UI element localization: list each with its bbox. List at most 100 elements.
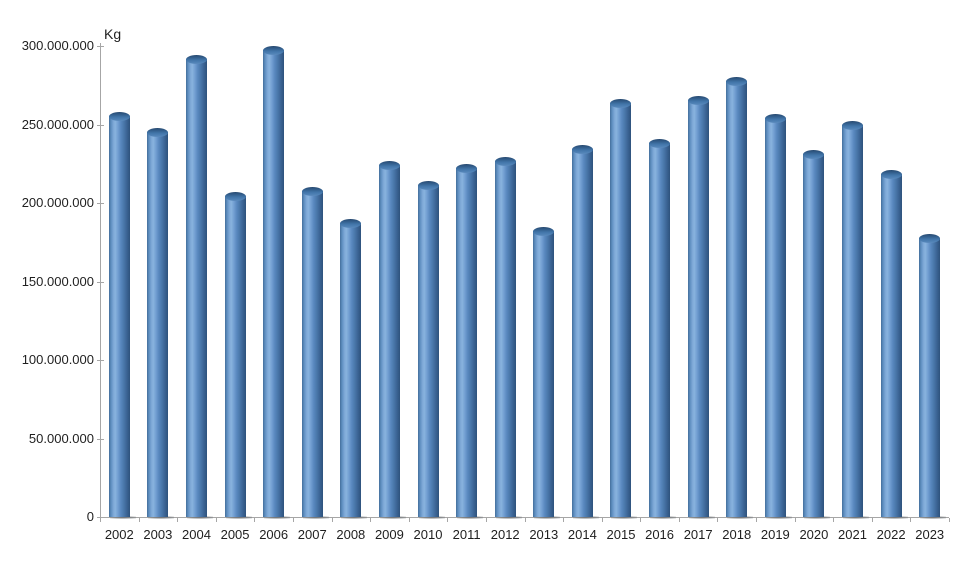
bar-2015 — [610, 99, 638, 519]
x-tick-label-2021: 2021 — [838, 527, 867, 542]
bar-top-cap — [108, 112, 130, 121]
bar-base-shadow — [650, 516, 677, 519]
bar-2021 — [842, 121, 870, 519]
bar-2006 — [263, 46, 291, 519]
bar-top-cap — [842, 121, 864, 130]
bar-body — [533, 231, 555, 517]
bar-base-shadow — [379, 516, 406, 519]
y-tick-label: 200.000.000 — [21, 195, 94, 210]
bar-base-shadow — [804, 516, 831, 519]
bar-base-shadow — [881, 516, 908, 519]
bar-body — [224, 196, 246, 517]
bar-body — [726, 81, 748, 517]
y-tick-label: 100.000.000 — [21, 352, 94, 367]
bar-2010 — [417, 181, 445, 519]
bar-base-shadow — [418, 516, 445, 519]
y-tick — [97, 203, 104, 204]
bar-2013 — [533, 227, 561, 519]
bar-body — [263, 50, 285, 517]
x-tick-label-2006: 2006 — [259, 527, 289, 542]
bar-top-cap — [726, 77, 748, 86]
y-tick-label: 150.000.000 — [21, 273, 94, 289]
bar-2004 — [185, 55, 213, 519]
bar-2012 — [494, 157, 522, 519]
x-tick-label-2003: 2003 — [143, 527, 173, 542]
bar-top-cap — [456, 164, 478, 173]
bar-top-cap — [533, 227, 555, 236]
bar-top-cap — [649, 139, 671, 148]
x-tick-label-2015: 2015 — [606, 527, 636, 542]
bar-base-shadow — [572, 516, 599, 519]
x-tick-label-2020: 2020 — [799, 527, 829, 542]
bar-2017 — [687, 96, 715, 519]
x-tick-label-2018: 2018 — [722, 527, 752, 542]
bar-base-shadow — [457, 516, 484, 519]
x-tick-label-2014: 2014 — [567, 527, 597, 542]
x-tick — [833, 518, 835, 522]
bar-2019 — [764, 114, 792, 519]
x-tick-label-2013: 2013 — [529, 527, 559, 542]
x-tick-label-2012: 2012 — [490, 527, 520, 542]
bar-2005 — [224, 192, 252, 519]
y-tick-label: 250.000.000 — [21, 116, 94, 132]
x-tick — [138, 518, 140, 522]
bar-2016 — [649, 139, 677, 519]
x-tick — [949, 518, 950, 522]
bar-base-shadow — [341, 516, 368, 519]
x-tick-label-2022: 2022 — [876, 527, 906, 542]
bar-2018 — [726, 77, 754, 519]
bar-2009 — [378, 161, 406, 519]
bar-body — [378, 165, 400, 517]
bar-base-shadow — [534, 516, 561, 519]
x-tick — [640, 518, 642, 522]
bar-base-shadow — [843, 516, 870, 519]
x-tick — [408, 518, 410, 522]
bar-top-cap — [417, 181, 439, 190]
x-tick — [563, 518, 565, 522]
bar-body — [764, 118, 786, 517]
bar-base-shadow — [765, 516, 792, 519]
y-tick — [97, 438, 104, 440]
bar-top-cap — [301, 187, 323, 196]
bar-top-cap — [571, 145, 593, 154]
bar-top-cap — [340, 219, 362, 228]
bar-top-cap — [880, 170, 902, 179]
bar-body — [340, 223, 362, 517]
bar-top-cap — [224, 192, 246, 201]
x-tick — [331, 518, 333, 522]
bar-body — [108, 116, 130, 517]
bar-2003 — [147, 128, 175, 519]
bar-body — [610, 103, 632, 517]
bar-body — [147, 132, 169, 517]
y-tick-label: 50.000.000 — [28, 430, 94, 446]
y-tick — [97, 517, 104, 518]
bar-body — [803, 154, 825, 517]
x-tick — [370, 518, 372, 522]
x-tick-label-2011: 2011 — [452, 527, 481, 542]
bar-2020 — [803, 150, 831, 519]
bar-top-cap — [185, 55, 207, 64]
bar-body — [571, 149, 593, 517]
bar-top-cap — [610, 99, 632, 108]
x-tick-label-2010: 2010 — [413, 527, 443, 542]
bar-base-shadow — [495, 516, 522, 519]
y-axis-unit-label: Kg — [104, 26, 122, 42]
bar-top-cap — [263, 46, 285, 55]
bar-body — [456, 168, 478, 517]
bar-top-cap — [803, 150, 825, 159]
bar-body — [880, 174, 902, 517]
bar-body — [494, 161, 516, 517]
bar-2007 — [301, 187, 329, 519]
x-tick-label-2016: 2016 — [645, 527, 675, 542]
x-tick-label-2009: 2009 — [374, 527, 404, 542]
y-tick-label: 300.000.000 — [21, 38, 94, 53]
bar-base-shadow — [225, 516, 252, 519]
x-tick-label-2002: 2002 — [104, 527, 134, 542]
x-tick-label-2007: 2007 — [297, 527, 327, 542]
y-tick — [97, 281, 104, 283]
bar-base-shadow — [688, 516, 715, 519]
bar-body — [919, 238, 941, 517]
x-axis-line — [100, 517, 949, 518]
x-tick — [794, 518, 796, 522]
